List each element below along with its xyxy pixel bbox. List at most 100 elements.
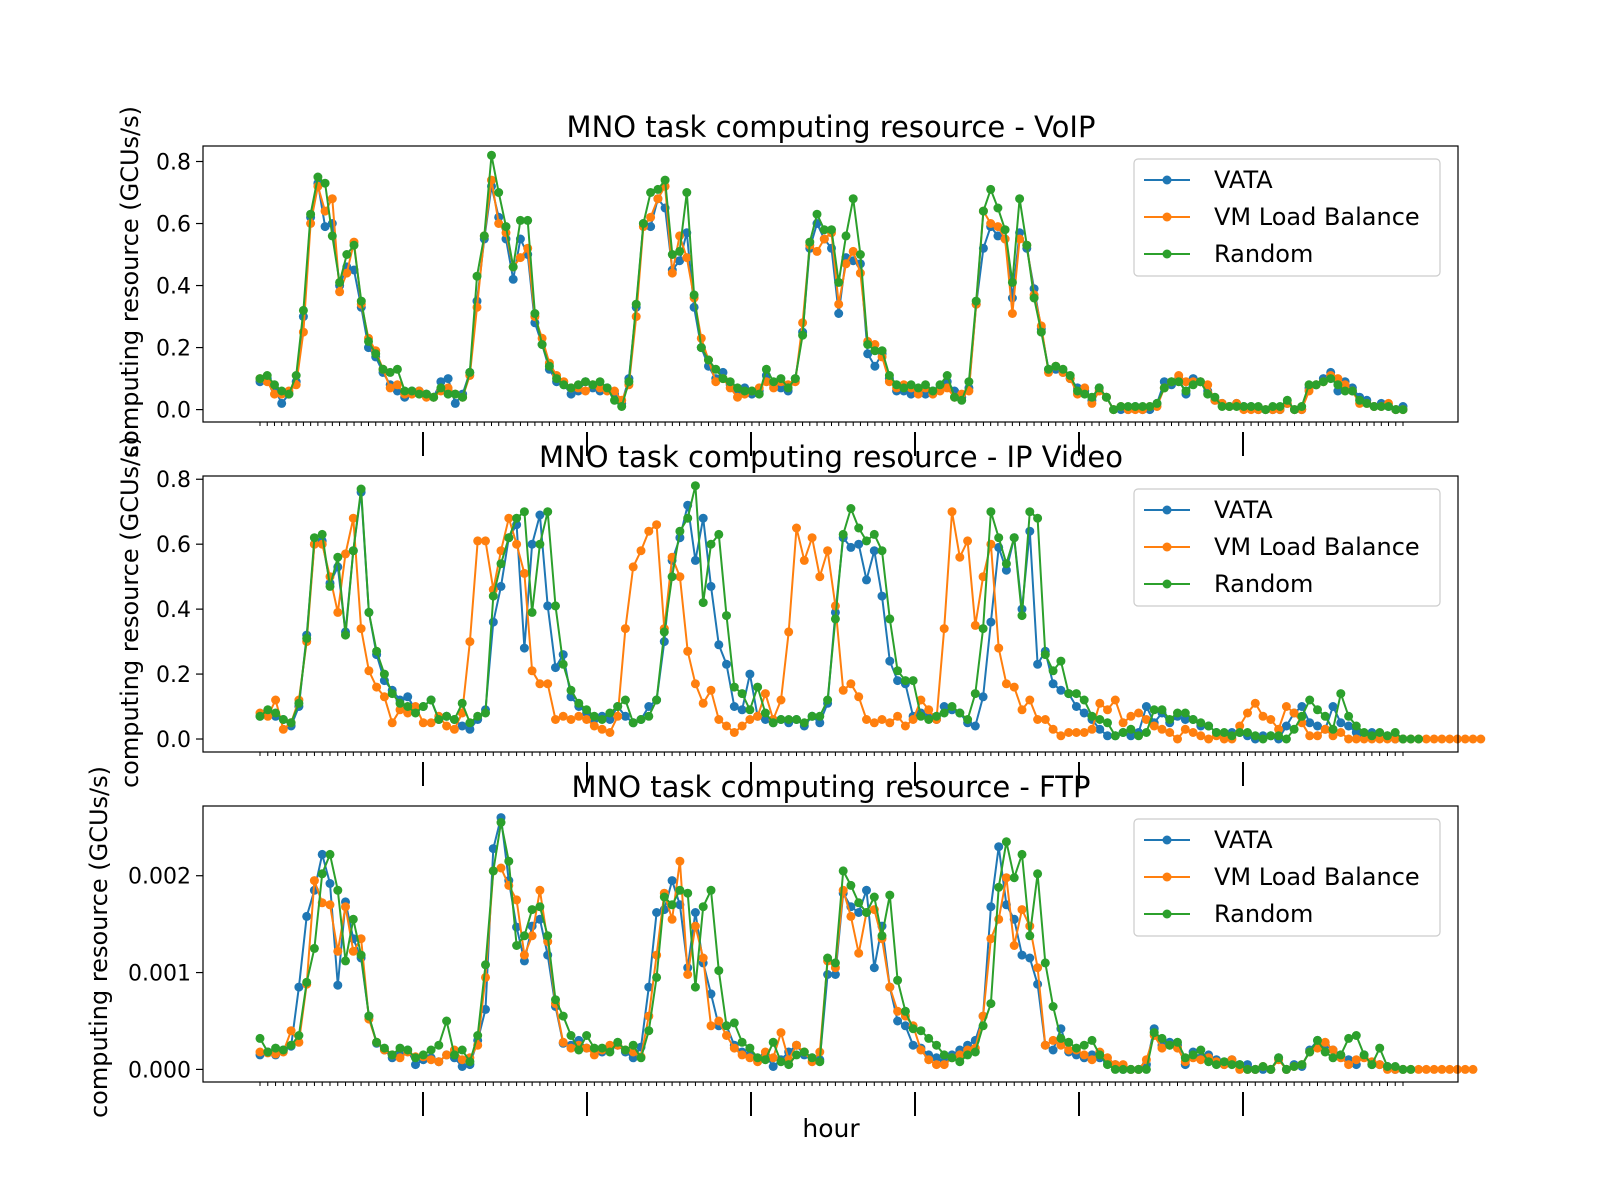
data-point — [1088, 1036, 1097, 1045]
data-point — [465, 368, 474, 377]
data-point — [1010, 873, 1019, 882]
data-point — [1422, 1065, 1431, 1074]
data-point — [610, 396, 619, 405]
data-point — [341, 549, 350, 558]
data-point — [668, 269, 677, 278]
data-point — [1189, 715, 1198, 724]
data-point — [849, 194, 858, 203]
data-point — [909, 1024, 918, 1033]
data-point — [279, 1046, 288, 1055]
data-point — [1080, 696, 1089, 705]
data-point — [1283, 396, 1292, 405]
legend-marker — [1163, 910, 1172, 919]
data-point — [333, 608, 342, 617]
data-point — [1406, 735, 1415, 744]
data-point — [769, 1038, 778, 1047]
data-point — [683, 514, 692, 523]
data-point — [878, 715, 887, 724]
data-point — [372, 1038, 381, 1047]
data-point — [1212, 728, 1221, 737]
data-point — [256, 1034, 265, 1043]
data-point — [489, 592, 498, 601]
data-point — [668, 900, 677, 909]
data-point — [396, 1044, 405, 1053]
data-point — [256, 1048, 265, 1057]
legend-marker — [1163, 873, 1172, 882]
data-point — [637, 546, 646, 555]
data-point — [1181, 709, 1190, 718]
data-point — [1313, 731, 1322, 740]
data-point — [699, 954, 708, 963]
data-point — [753, 683, 762, 692]
data-point — [691, 481, 700, 490]
data-point — [1220, 728, 1229, 737]
data-point — [1041, 1041, 1050, 1050]
data-point — [1367, 1060, 1376, 1069]
data-point — [878, 931, 887, 940]
data-point — [1025, 696, 1034, 705]
data-point — [535, 886, 544, 895]
data-point — [1383, 1062, 1392, 1071]
data-point — [543, 679, 552, 688]
data-point — [1095, 715, 1104, 724]
legend-marker — [1163, 213, 1172, 222]
data-point — [831, 958, 840, 967]
data-point — [582, 1031, 591, 1040]
legend-marker — [1163, 176, 1172, 185]
data-point — [932, 1060, 941, 1069]
y-tick-label: 0.6 — [156, 533, 191, 558]
data-point — [1274, 1053, 1283, 1062]
data-point — [1196, 731, 1205, 740]
data-point — [427, 1055, 436, 1064]
data-point — [596, 377, 605, 386]
data-point — [629, 1041, 638, 1050]
data-point — [971, 722, 980, 731]
data-point — [745, 705, 754, 714]
data-point — [504, 533, 513, 542]
y-axis-label: computing resource (GCUs/s) — [116, 436, 144, 788]
data-point — [1189, 1050, 1198, 1059]
data-point — [1282, 1065, 1291, 1074]
data-point — [1008, 278, 1017, 287]
data-point — [388, 718, 397, 727]
data-point — [940, 1050, 949, 1059]
data-point — [948, 702, 957, 711]
data-point — [582, 705, 591, 714]
data-point — [434, 1057, 443, 1066]
data-point — [1282, 735, 1291, 744]
data-point — [598, 715, 607, 724]
data-point — [567, 1044, 576, 1053]
data-point — [403, 1046, 412, 1055]
data-point — [1103, 731, 1112, 740]
data-point — [271, 696, 280, 705]
data-point — [928, 387, 937, 396]
data-point — [637, 715, 646, 724]
y-tick-label: 0.2 — [156, 337, 191, 362]
data-point — [994, 533, 1003, 542]
data-point — [870, 362, 879, 371]
data-point — [1174, 377, 1183, 386]
data-point — [1333, 380, 1342, 389]
data-point — [473, 712, 482, 721]
data-point — [1025, 527, 1034, 536]
data-point — [1150, 1028, 1159, 1037]
data-point — [1088, 1055, 1097, 1064]
data-point — [528, 608, 537, 617]
data-point — [722, 611, 731, 620]
data-point — [1126, 712, 1135, 721]
data-point — [512, 514, 521, 523]
data-point — [1297, 1060, 1306, 1069]
x-axis-label: hour — [802, 1114, 860, 1143]
data-point — [481, 536, 490, 545]
data-point — [1297, 402, 1306, 411]
data-point — [1119, 728, 1128, 737]
data-point — [458, 1046, 467, 1055]
data-point — [458, 722, 467, 731]
legend-marker — [1163, 580, 1172, 589]
data-point — [617, 402, 626, 411]
legend-label: VATA — [1214, 166, 1273, 194]
data-point — [745, 1044, 754, 1053]
data-point — [885, 718, 894, 727]
data-point — [738, 1050, 747, 1059]
data-point — [380, 670, 389, 679]
